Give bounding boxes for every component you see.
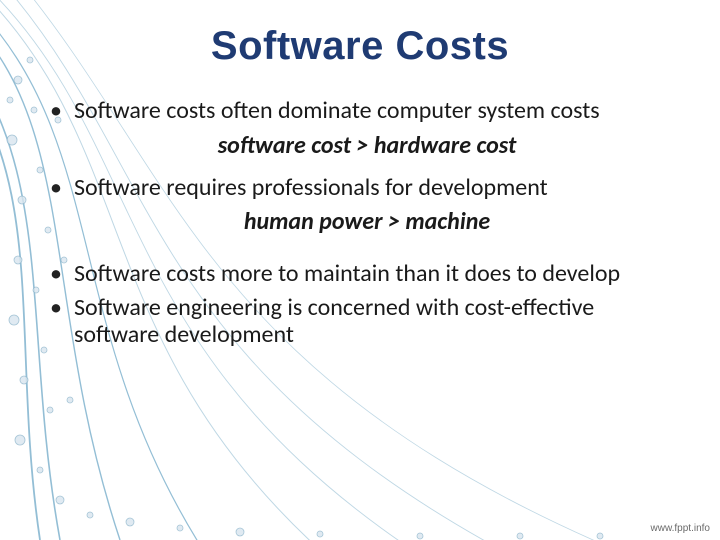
- bullet-item: Software costs often dominate computer s…: [50, 97, 684, 125]
- slide-content: Software Costs Software costs often domi…: [0, 0, 720, 349]
- bullet-item: Software costs more to maintain than it …: [50, 260, 684, 288]
- bullet-item: Software engineering is concerned with c…: [50, 294, 684, 349]
- bullet-item: Software requires professionals for deve…: [50, 174, 684, 202]
- bullet-text: Software costs more to maintain than it …: [74, 260, 684, 288]
- bullet-text: Software engineering is concerned with c…: [74, 294, 684, 349]
- footer-link: www.fppt.info: [651, 523, 710, 534]
- bullet-list: Software costs often dominate computer s…: [36, 97, 684, 349]
- bullet-text: Software costs often dominate computer s…: [74, 97, 684, 125]
- bullet-emphasis: software cost > hardware cost: [50, 131, 684, 160]
- bullet-emphasis: human power > machine: [50, 207, 684, 236]
- slide-title: Software Costs: [36, 24, 684, 69]
- bullet-text: Software requires professionals for deve…: [74, 174, 684, 202]
